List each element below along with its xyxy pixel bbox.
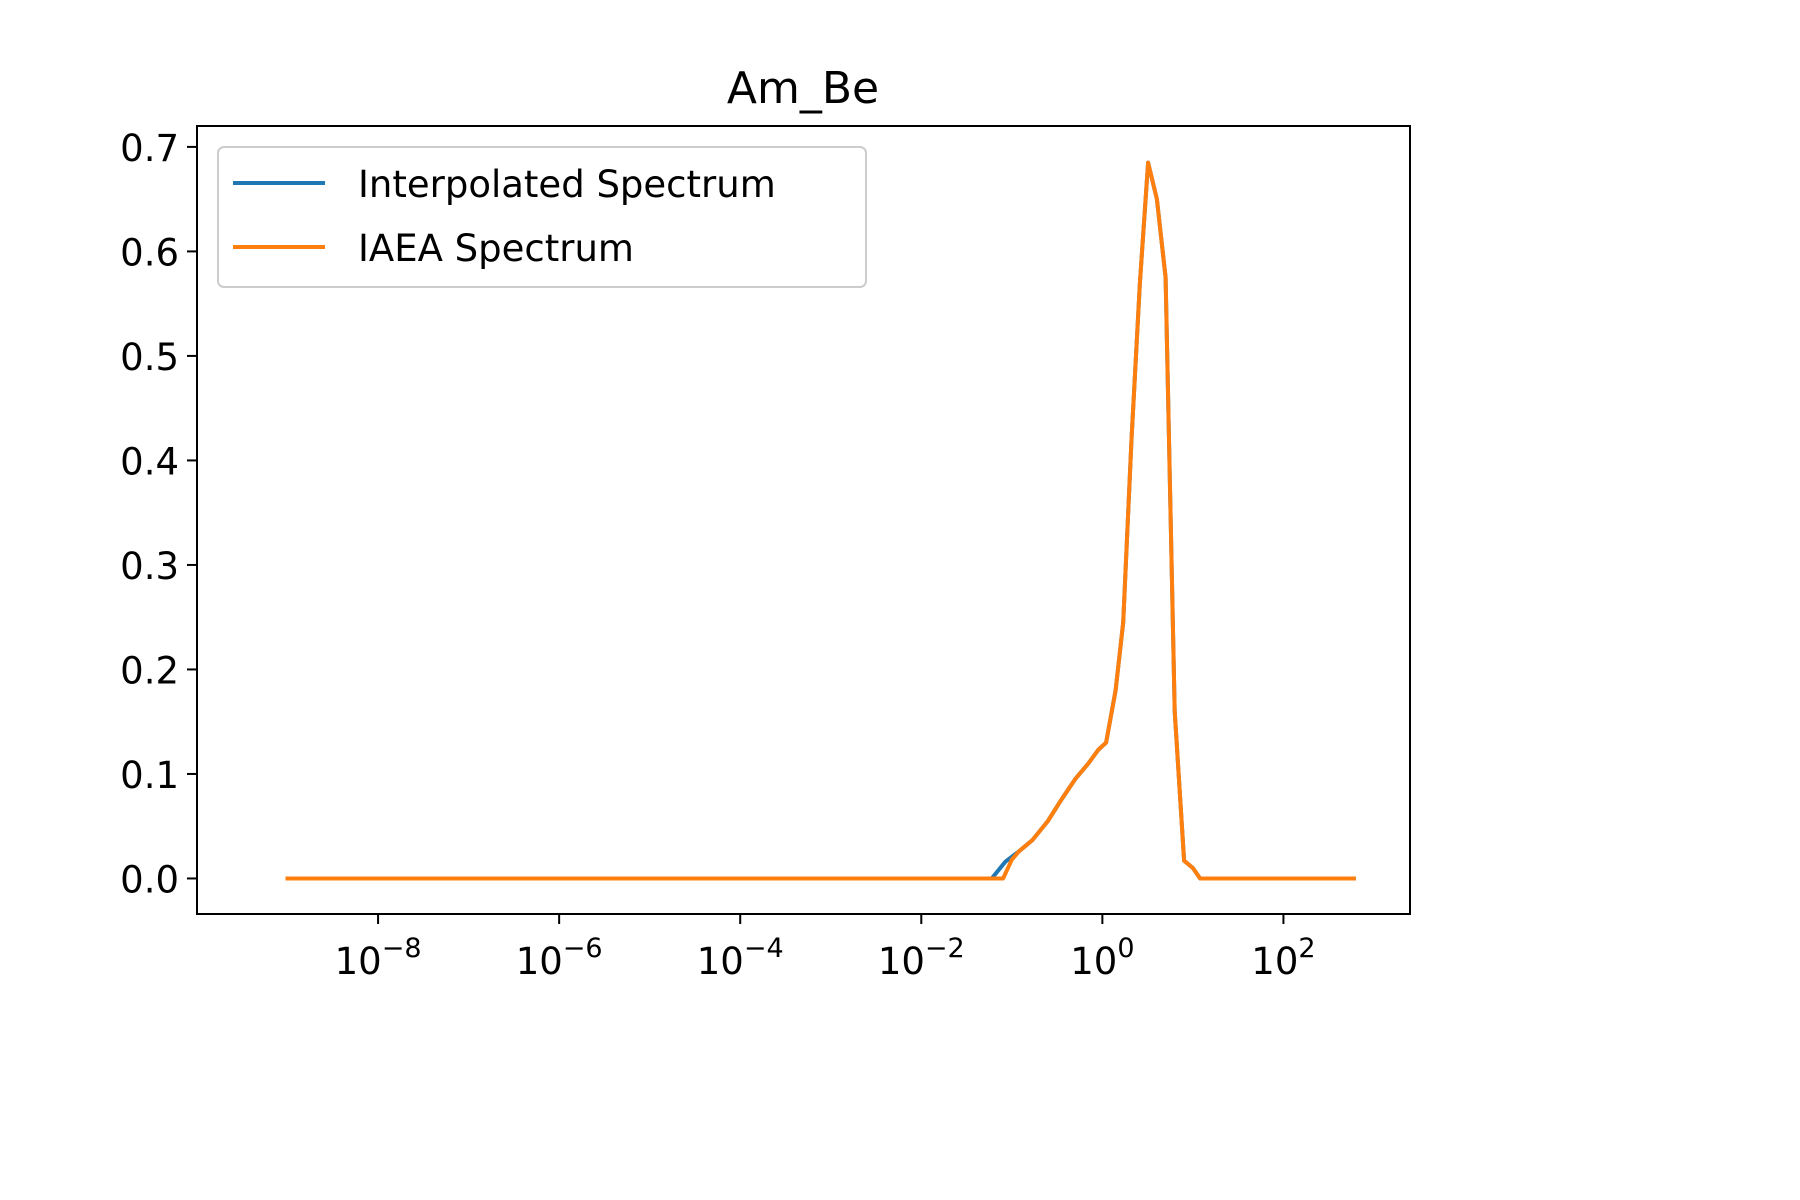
series-line-iaea-spectrum — [285, 160, 1356, 881]
x-tick-exponent: −8 — [382, 933, 422, 964]
x-tick-base: 10 — [1251, 940, 1298, 983]
x-tick-base: 10 — [516, 940, 563, 983]
y-tick-label: 0.6 — [120, 231, 179, 274]
x-tick-label: 10−6 — [516, 933, 603, 983]
x-tick-label: 102 — [1251, 933, 1315, 983]
legend: Interpolated Spectrum IAEA Spectrum — [217, 146, 867, 288]
series-lines — [285, 160, 1356, 881]
x-tick-exponent: −2 — [925, 933, 965, 964]
y-tick-label: 0.3 — [120, 545, 179, 588]
plot-area-frame — [196, 125, 1411, 915]
y-tick-label: 0.5 — [120, 336, 179, 379]
y-tick-label: 0.4 — [120, 440, 179, 483]
legend-box — [217, 146, 867, 288]
chart-title: Am_Be — [727, 63, 879, 114]
x-tick-exponent: 2 — [1298, 933, 1315, 964]
y-tick-label: 0.0 — [120, 858, 179, 901]
y-tick-label: 0.1 — [120, 754, 179, 797]
x-tick-exponent: 0 — [1117, 933, 1134, 964]
x-tick-label: 100 — [1070, 933, 1134, 983]
axis-ticks: 0.00.10.20.30.40.50.60.710−8 10−6 10−4 10−2… — [120, 127, 1315, 983]
legend-label: IAEA Spectrum — [358, 227, 634, 270]
x-tick-base: 10 — [697, 940, 744, 983]
y-tick-label: 0.7 — [120, 127, 179, 170]
x-tick-label: 10−4 — [697, 933, 784, 983]
y-tick-label: 0.2 — [120, 649, 179, 692]
x-tick-exponent: −4 — [744, 933, 784, 964]
x-tick-base: 10 — [878, 940, 925, 983]
x-tick-label: 10−2 — [878, 933, 965, 983]
x-tick-base: 10 — [335, 940, 382, 983]
x-tick-base: 10 — [1070, 940, 1117, 983]
x-tick-label: 10−8 — [335, 933, 422, 983]
legend-label: Interpolated Spectrum — [358, 163, 776, 206]
x-tick-exponent: −6 — [563, 933, 603, 964]
